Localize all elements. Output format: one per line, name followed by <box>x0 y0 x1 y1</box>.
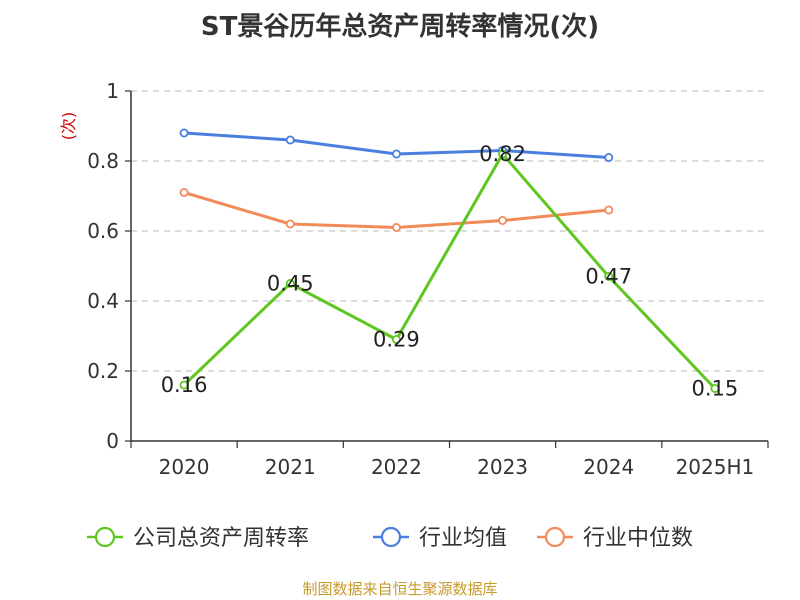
data-label: 0.29 <box>373 328 420 352</box>
data-label: 0.15 <box>692 377 739 401</box>
data-label: 0.45 <box>267 272 314 296</box>
y-tick-label: 0.8 <box>87 149 119 173</box>
grid-layer <box>131 91 768 371</box>
series-point-2 <box>499 217 506 224</box>
series-point-2 <box>287 220 294 227</box>
source-note: 制图数据来自恒生聚源数据库 <box>0 578 800 599</box>
series-point-1 <box>180 129 187 136</box>
x-tick-label: 2021 <box>265 455 316 479</box>
series-point-1 <box>605 154 612 161</box>
y-tick-label: 0.2 <box>87 359 119 383</box>
axis-layer: 0 0.2 0.4 0.6 0.8 1 (次) 2020 2021 2022 2023 2024 202… <box>59 79 768 479</box>
y-tick-label: 0.6 <box>87 219 119 243</box>
data-label: 0.47 <box>585 265 632 289</box>
x-tick-label: 2023 <box>477 455 528 479</box>
legend-label-0: 公司总资产周转率 <box>133 526 309 551</box>
y-tick-label: 0.4 <box>87 289 119 313</box>
series-point-1 <box>287 136 294 143</box>
series-point-2 <box>393 224 400 231</box>
legend-marker-0 <box>96 528 114 546</box>
series-point-2 <box>605 206 612 213</box>
legend: 公司总资产周转率 行业均值 行业中位数 <box>87 526 693 551</box>
y-axis-label: (次) <box>59 112 78 141</box>
data-label-layer: 0.16 0.45 0.29 0.82 0.47 0.15 <box>161 142 739 401</box>
x-tick-label: 2024 <box>583 455 634 479</box>
legend-label-2: 行业中位数 <box>583 526 693 551</box>
series-line-0 <box>184 154 715 389</box>
series-line-2 <box>184 193 609 228</box>
y-tick-label: 1 <box>106 79 119 103</box>
series-point-1 <box>393 150 400 157</box>
legend-marker-2 <box>546 528 564 546</box>
y-tick-label: 0 <box>106 429 119 453</box>
x-tick-label: 2022 <box>371 455 422 479</box>
data-label: 0.16 <box>161 373 208 397</box>
data-label: 0.82 <box>479 142 526 166</box>
x-tick-label: 2025H1 <box>676 455 755 479</box>
legend-marker-1 <box>382 528 400 546</box>
x-tick-label: 2020 <box>159 455 210 479</box>
series-point-2 <box>180 189 187 196</box>
legend-label-1: 行业均值 <box>419 526 507 551</box>
series-layer <box>180 129 718 392</box>
